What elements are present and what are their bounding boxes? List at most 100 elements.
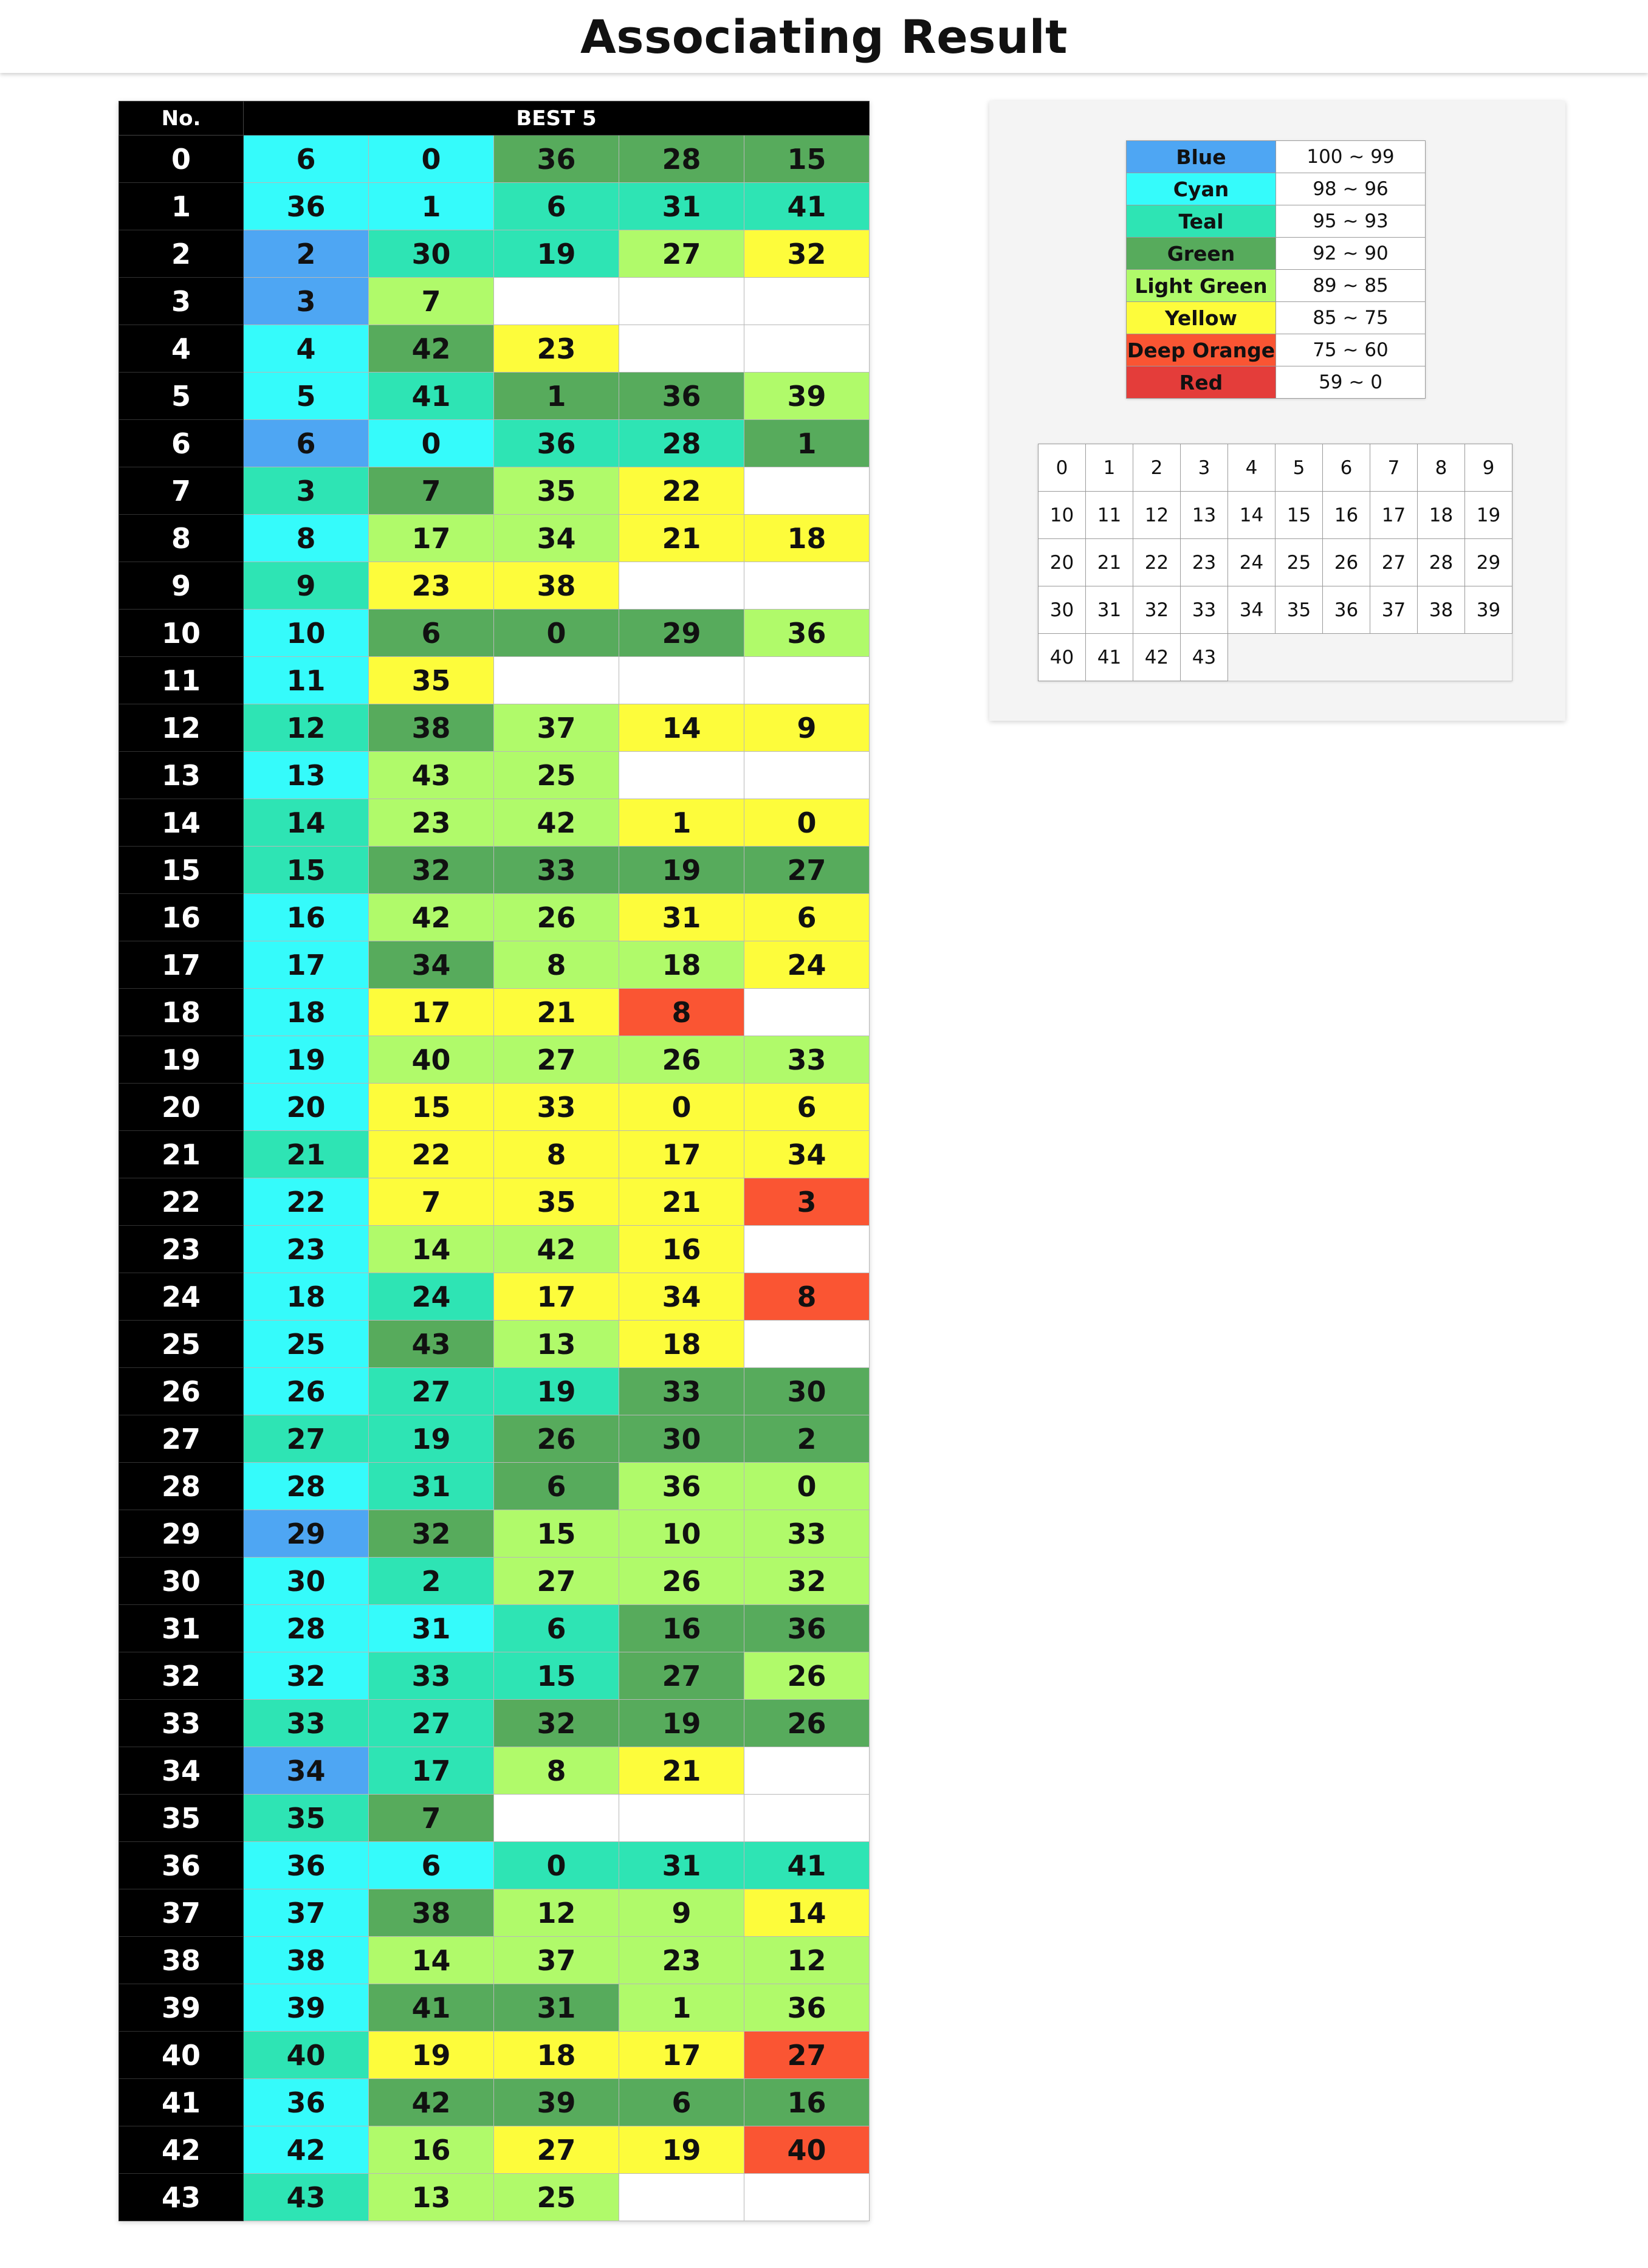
- match-cell: 8: [493, 941, 619, 989]
- empty-cell: [744, 988, 870, 1036]
- table-row: 19 19 40 27 26 33: [118, 1036, 870, 1084]
- index-grid-cell: 34: [1227, 586, 1275, 634]
- legend-color-name: Cyan: [1126, 173, 1276, 205]
- table-row: 5 5 41 1 36 39: [118, 372, 870, 420]
- match-cell: 0: [744, 799, 870, 847]
- match-cell: 26: [243, 1367, 369, 1415]
- table-row: 34 34 17 8 21: [118, 1747, 870, 1795]
- row-number-cell: 6: [118, 419, 244, 467]
- row-number-cell: 14: [118, 799, 244, 847]
- match-cell: 36: [744, 1604, 870, 1652]
- match-cell: 12: [493, 1889, 619, 1937]
- match-cell: 11: [243, 656, 369, 704]
- match-cell: 34: [368, 941, 494, 989]
- color-legend: Blue 100 ~ 99 Cyan 98 ~ 96 Teal 95 ~ 93 Green 9…: [1126, 140, 1426, 399]
- match-cell: 4: [243, 325, 369, 373]
- row-number-cell: 15: [118, 846, 244, 894]
- match-cell: 33: [493, 846, 619, 894]
- row-number-cell: 22: [118, 1178, 244, 1226]
- empty-cell: [744, 1747, 870, 1795]
- empty-cell: [744, 656, 870, 704]
- match-cell: 15: [243, 846, 369, 894]
- index-grid-cell: 17: [1370, 491, 1418, 539]
- row-number-cell: 21: [118, 1130, 244, 1178]
- match-cell: 6: [619, 2078, 744, 2126]
- row-number-cell: 37: [118, 1889, 244, 1937]
- legend-color-name: Deep Orange: [1126, 334, 1276, 366]
- match-cell: 32: [744, 230, 870, 278]
- row-number-cell: 28: [118, 1462, 244, 1510]
- row-number-cell: 10: [118, 609, 244, 657]
- row-number-cell: 29: [118, 1510, 244, 1558]
- match-cell: 42: [368, 893, 494, 941]
- legend-color-name: Green: [1126, 237, 1276, 270]
- match-cell: 6: [744, 893, 870, 941]
- empty-cell: [744, 277, 870, 325]
- legend-row: Deep Orange 75 ~ 60: [1126, 334, 1426, 366]
- index-grid-cell: 36: [1322, 586, 1370, 634]
- match-cell: 36: [619, 372, 744, 420]
- empty-cell: [744, 1794, 870, 1842]
- match-cell: 25: [243, 1320, 369, 1368]
- index-grid-cell: 22: [1133, 538, 1181, 586]
- index-grid-row: 40 41 42 43: [1038, 633, 1512, 681]
- index-grid-cell: 1: [1085, 444, 1133, 492]
- row-number-cell: 2: [118, 230, 244, 278]
- index-grid-row: 20 21 22 23 24 25 26 27 28 29: [1038, 538, 1512, 586]
- match-cell: 3: [744, 1178, 870, 1226]
- match-cell: 28: [619, 135, 744, 183]
- match-cell: 43: [368, 751, 494, 799]
- match-cell: 8: [493, 1130, 619, 1178]
- match-cell: 13: [368, 2173, 494, 2221]
- index-grid-cell: 3: [1180, 444, 1228, 492]
- index-grid-cell: 14: [1227, 491, 1275, 539]
- match-cell: 12: [744, 1936, 870, 1984]
- table-row: 20 20 15 33 0 6: [118, 1083, 870, 1131]
- match-cell: 17: [619, 1130, 744, 1178]
- index-grid-cell: 32: [1133, 586, 1181, 634]
- match-cell: 33: [744, 1036, 870, 1084]
- match-cell: 18: [744, 514, 870, 562]
- match-cell: 16: [243, 893, 369, 941]
- row-number-cell: 19: [118, 1036, 244, 1084]
- row-number-cell: 27: [118, 1415, 244, 1463]
- legend-row: Red 59 ~ 0: [1126, 366, 1426, 399]
- row-number-cell: 40: [118, 2031, 244, 2079]
- table-row: 6 6 0 36 28 1: [118, 419, 870, 467]
- table-row: 0 6 0 36 28 15: [118, 135, 870, 183]
- legend-range: 100 ~ 99: [1275, 140, 1426, 173]
- match-cell: 31: [368, 1604, 494, 1652]
- result-table-body: 0 6 0 36 28 15 1 36 1 6 31 41 2 2 30 19 27 32 3 3 7 4 4 42 23 5 5 4…: [118, 135, 870, 2221]
- table-row: 37 37 38 12 9 14: [118, 1889, 870, 1937]
- match-cell: 27: [243, 1415, 369, 1463]
- table-row: 22 22 7 35 21 3: [118, 1178, 870, 1226]
- index-grid-cell: 13: [1180, 491, 1228, 539]
- empty-cell: [619, 751, 744, 799]
- legend-row: Yellow 85 ~ 75: [1126, 301, 1426, 334]
- table-row: 23 23 14 42 16: [118, 1225, 870, 1273]
- match-cell: 34: [493, 514, 619, 562]
- match-cell: 35: [493, 1178, 619, 1226]
- empty-cell: [744, 467, 870, 515]
- match-cell: 17: [619, 2031, 744, 2079]
- match-cell: 26: [619, 1036, 744, 1084]
- match-cell: 22: [243, 1178, 369, 1226]
- match-cell: 0: [368, 135, 494, 183]
- match-cell: 39: [744, 372, 870, 420]
- row-number-cell: 25: [118, 1320, 244, 1368]
- index-grid-cell: 9: [1464, 444, 1512, 492]
- match-cell: 40: [744, 2126, 870, 2174]
- legend-color-name: Yellow: [1126, 301, 1276, 334]
- table-row: 7 3 7 35 22: [118, 467, 870, 515]
- table-row: 12 12 38 37 14 9: [118, 704, 870, 752]
- match-cell: 2: [368, 1557, 494, 1605]
- match-cell: 9: [243, 562, 369, 610]
- match-cell: 33: [243, 1699, 369, 1747]
- match-cell: 29: [243, 1510, 369, 1558]
- legend-row: Cyan 98 ~ 96: [1126, 173, 1426, 205]
- match-cell: 36: [619, 1462, 744, 1510]
- match-cell: 8: [744, 1273, 870, 1321]
- row-number-cell: 35: [118, 1794, 244, 1842]
- empty-cell: [619, 277, 744, 325]
- match-cell: 38: [368, 704, 494, 752]
